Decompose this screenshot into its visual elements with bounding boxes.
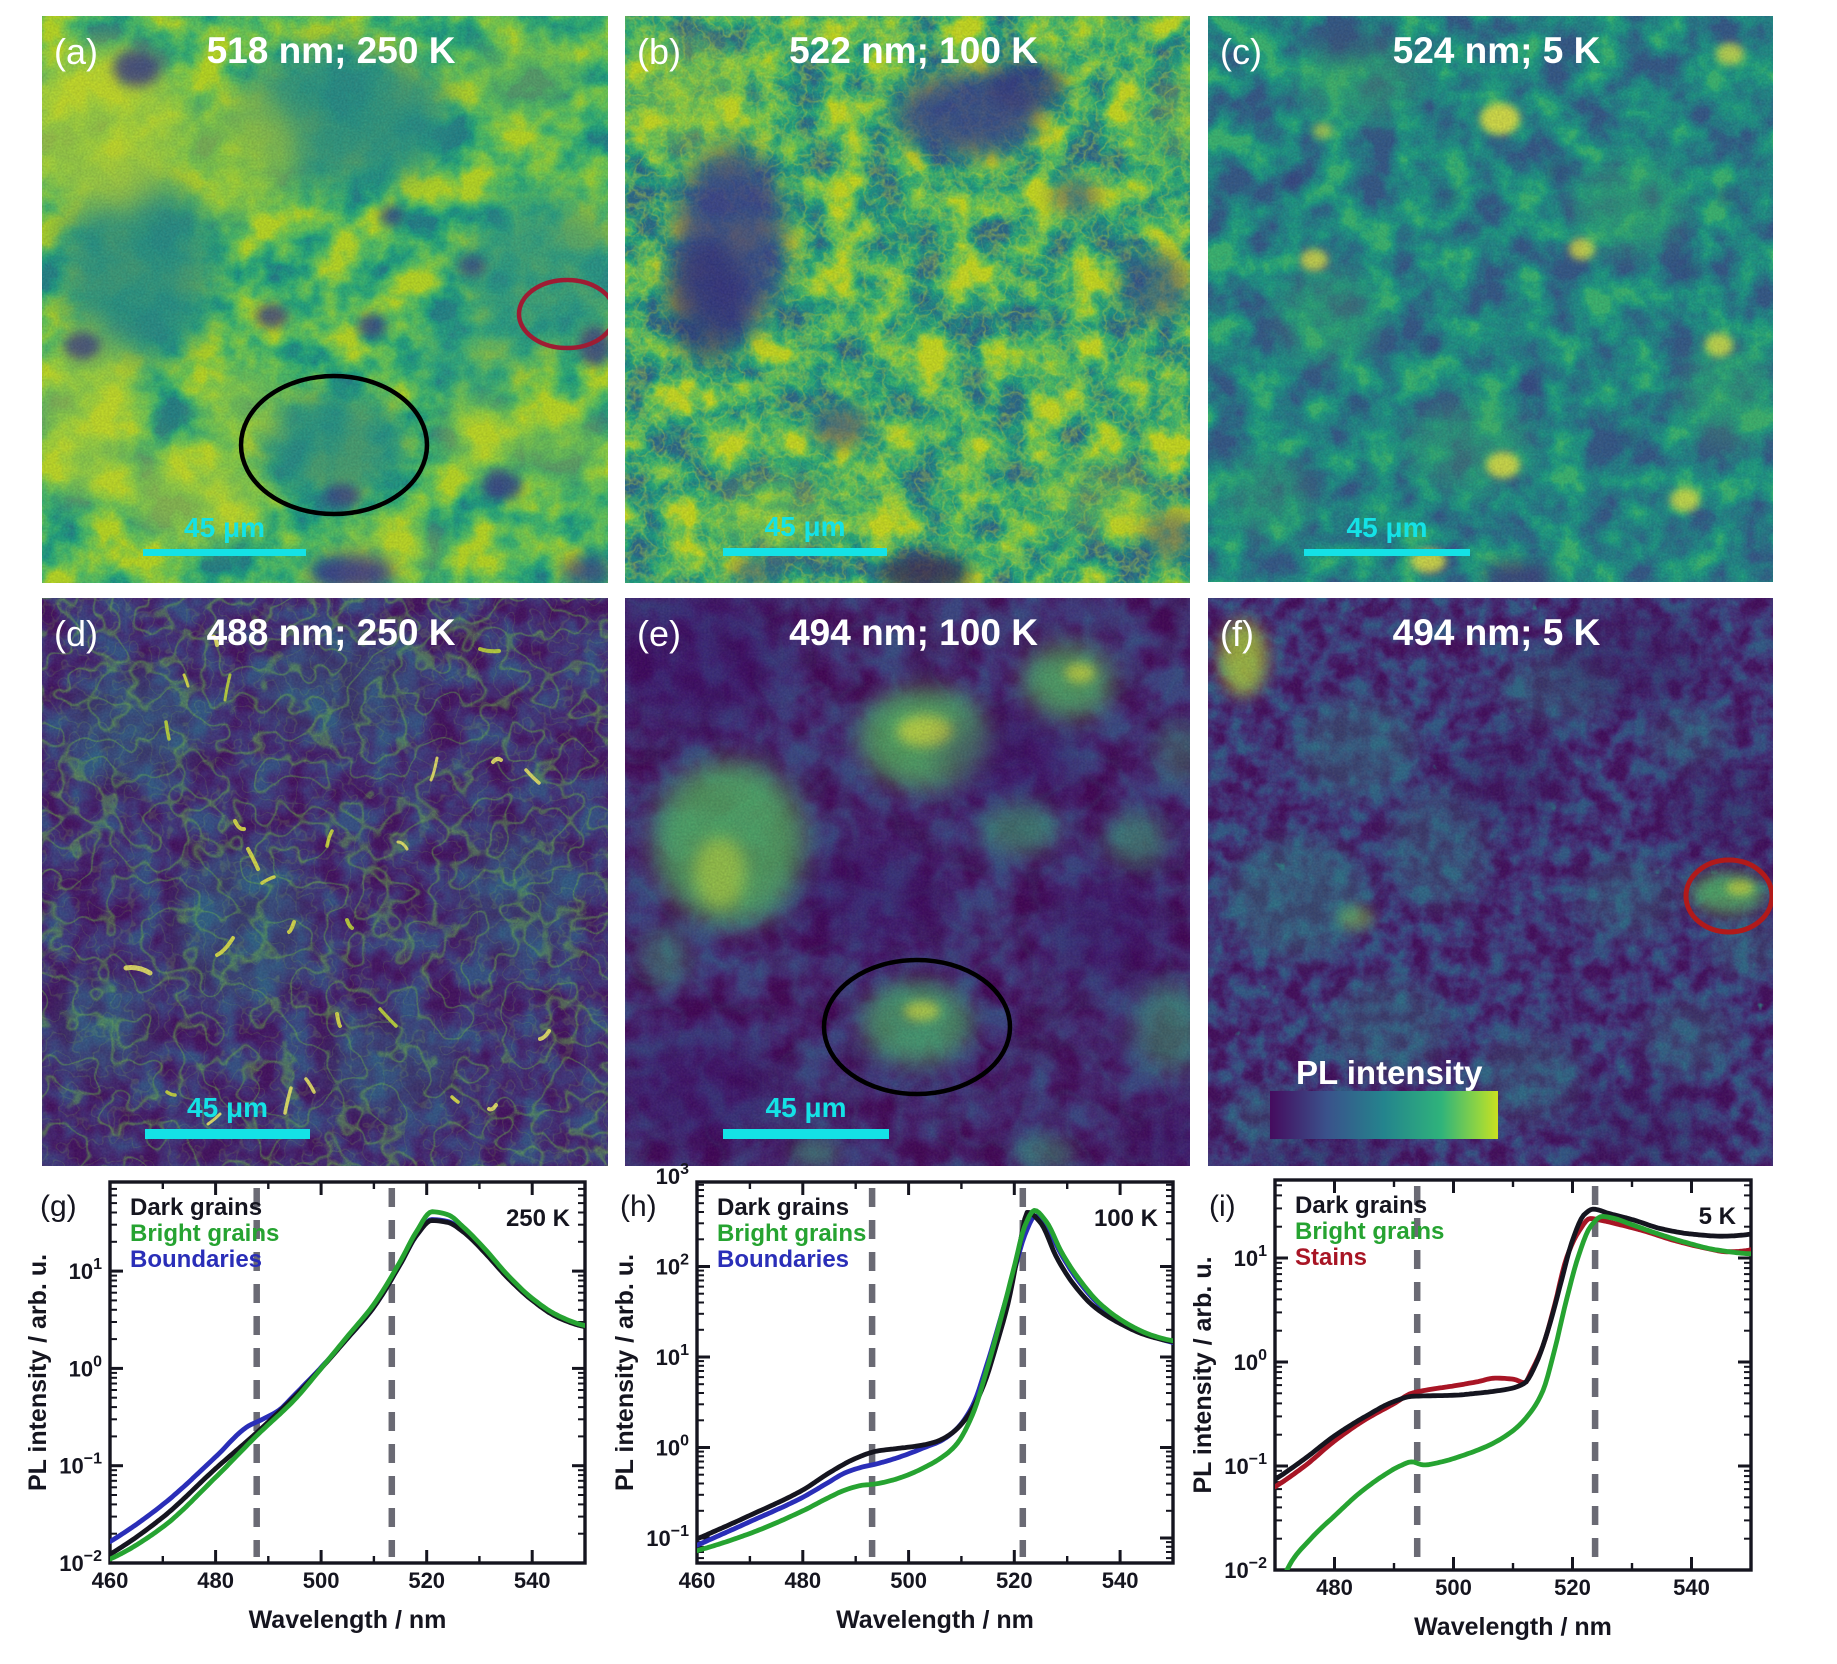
svg-text:540: 540	[1102, 1568, 1139, 1593]
svg-text:Wavelength / nm: Wavelength / nm	[249, 1606, 447, 1634]
svg-text:Bright grains: Bright grains	[130, 1220, 279, 1247]
svg-text:10−1: 10−1	[59, 1451, 102, 1479]
svg-text:480: 480	[1316, 1575, 1353, 1600]
svg-text:460: 460	[679, 1568, 716, 1593]
svg-text:45 μm: 45 μm	[765, 511, 846, 542]
svg-text:(g): (g)	[40, 1190, 77, 1223]
svg-text:518 nm; 250 K: 518 nm; 250 K	[207, 30, 456, 71]
svg-text:500: 500	[303, 1568, 340, 1593]
svg-text:Stains: Stains	[1295, 1244, 1367, 1271]
svg-text:480: 480	[784, 1568, 821, 1593]
svg-text:520: 520	[996, 1568, 1033, 1593]
svg-text:500: 500	[1435, 1575, 1472, 1600]
svg-text:(i): (i)	[1209, 1190, 1236, 1223]
svg-text:Dark grains: Dark grains	[130, 1194, 262, 1221]
svg-text:45 μm: 45 μm	[1347, 512, 1428, 543]
svg-text:520: 520	[1554, 1575, 1591, 1600]
svg-text:(d): (d)	[54, 613, 98, 654]
svg-text:(f): (f)	[1220, 613, 1254, 654]
svg-text:PL intensity / arb. u.: PL intensity / arb. u.	[1189, 1256, 1217, 1493]
svg-text:5 K: 5 K	[1699, 1203, 1737, 1230]
svg-text:500: 500	[890, 1568, 927, 1593]
svg-text:488 nm; 250 K: 488 nm; 250 K	[207, 612, 456, 653]
svg-text:Boundaries: Boundaries	[130, 1246, 262, 1273]
svg-text:480: 480	[197, 1568, 234, 1593]
svg-text:540: 540	[1673, 1575, 1710, 1600]
svg-text:PL intensity / arb. u.: PL intensity / arb. u.	[24, 1254, 52, 1491]
svg-text:Bright grains: Bright grains	[717, 1220, 866, 1247]
svg-text:45 μm: 45 μm	[766, 1092, 847, 1123]
svg-text:Dark grains: Dark grains	[717, 1194, 849, 1221]
svg-text:100 K: 100 K	[1094, 1205, 1159, 1232]
svg-text:10−2: 10−2	[59, 1548, 102, 1576]
svg-text:(e): (e)	[637, 613, 681, 654]
svg-text:45 μm: 45 μm	[187, 1092, 268, 1123]
svg-text:PL intensity / arb. u.: PL intensity / arb. u.	[611, 1254, 639, 1491]
svg-text:520: 520	[408, 1568, 445, 1593]
svg-text:Wavelength / nm: Wavelength / nm	[836, 1606, 1034, 1634]
svg-text:522 nm; 100 K: 522 nm; 100 K	[789, 30, 1038, 71]
svg-text:(b): (b)	[637, 31, 681, 72]
svg-text:494 nm; 100 K: 494 nm; 100 K	[789, 612, 1038, 653]
svg-text:(a): (a)	[54, 31, 98, 72]
svg-text:540: 540	[514, 1568, 551, 1593]
svg-text:Bright grains: Bright grains	[1295, 1218, 1444, 1245]
svg-text:PL intensity: PL intensity	[1296, 1054, 1483, 1091]
svg-text:494 nm; 5 K: 494 nm; 5 K	[1393, 612, 1601, 653]
svg-text:Wavelength / nm: Wavelength / nm	[1414, 1613, 1612, 1641]
svg-text:Boundaries: Boundaries	[717, 1246, 849, 1273]
svg-text:Dark grains: Dark grains	[1295, 1192, 1427, 1219]
svg-text:(h): (h)	[620, 1190, 657, 1223]
svg-text:460: 460	[92, 1568, 129, 1593]
svg-text:250 K: 250 K	[506, 1205, 571, 1232]
svg-text:(c): (c)	[1220, 31, 1262, 72]
svg-text:524 nm; 5 K: 524 nm; 5 K	[1393, 30, 1601, 71]
svg-text:45 μm: 45 μm	[184, 512, 265, 543]
